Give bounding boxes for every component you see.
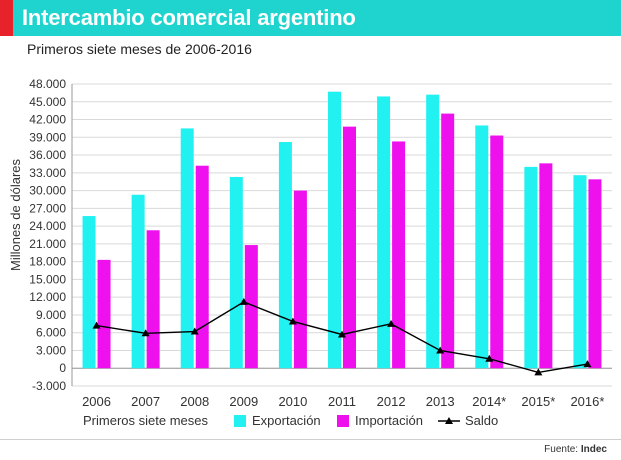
y-tick-label: 48.000 bbox=[29, 77, 66, 91]
bar-exportacion bbox=[475, 125, 489, 369]
bar-exportacion bbox=[426, 94, 440, 369]
bar-importacion bbox=[195, 165, 209, 369]
x-tick-label: 2013 bbox=[426, 394, 455, 409]
x-tick-label: 2009 bbox=[229, 394, 258, 409]
bar-importacion bbox=[244, 245, 258, 369]
y-tick-label: 39.000 bbox=[29, 130, 66, 144]
legend-saldo-line-icon bbox=[438, 416, 460, 424]
saldo-marker bbox=[141, 329, 150, 337]
saldo-marker bbox=[288, 317, 297, 325]
y-tick-label: 15.000 bbox=[29, 272, 66, 286]
legend-label-exportacion: Exportación bbox=[252, 413, 321, 428]
bar-exportacion bbox=[328, 91, 341, 369]
saldo-marker bbox=[583, 360, 592, 368]
bar-exportacion bbox=[131, 194, 145, 369]
bar-importacion bbox=[392, 141, 406, 369]
bar-exportacion bbox=[229, 176, 243, 369]
bar-exportacion bbox=[180, 128, 194, 369]
y-tick-label: 27.000 bbox=[29, 201, 66, 215]
y-tick-label: 30.000 bbox=[29, 184, 66, 198]
saldo-marker bbox=[387, 319, 396, 327]
brand-marker bbox=[0, 0, 13, 36]
legend: Primeros siete meses Exportación Importa… bbox=[0, 413, 621, 435]
bar-importacion bbox=[146, 230, 160, 369]
bar-exportacion bbox=[524, 166, 538, 369]
source-prefix: Fuente: bbox=[544, 444, 581, 455]
saldo-marker bbox=[436, 346, 445, 354]
x-tick-label: 2015* bbox=[521, 394, 555, 409]
chart-title: Intercambio comercial argentino bbox=[22, 5, 356, 30]
legend-label-importacion: Importación bbox=[355, 413, 423, 428]
y-tick-label: 24.000 bbox=[29, 219, 66, 233]
bar-exportacion bbox=[377, 96, 391, 369]
bar-exportacion bbox=[573, 175, 587, 369]
source-note: Fuente: Indec bbox=[544, 444, 607, 455]
legend-item-exportacion: Exportación bbox=[234, 413, 321, 428]
y-tick-label: 12.000 bbox=[29, 290, 66, 304]
y-tick-label: 36.000 bbox=[29, 148, 66, 162]
header-bar: Intercambio comercial argentino bbox=[0, 0, 621, 36]
saldo-marker bbox=[338, 330, 346, 338]
x-tick-label: 2007 bbox=[131, 394, 160, 409]
bar-importacion bbox=[441, 113, 455, 369]
y-tick-label: 21.000 bbox=[29, 237, 66, 251]
saldo-marker bbox=[534, 368, 543, 376]
legend-swatch-importacion bbox=[337, 414, 349, 427]
bar-importacion bbox=[490, 135, 504, 369]
footer-divider bbox=[0, 439, 621, 440]
legend-label-saldo: Saldo bbox=[465, 413, 499, 428]
y-tick-label: 6.000 bbox=[36, 326, 66, 340]
saldo-marker bbox=[485, 354, 494, 362]
y-axis-title: Millones de dólares bbox=[8, 159, 23, 272]
source-name: Indec bbox=[580, 444, 607, 455]
x-tick-label: 2014* bbox=[472, 394, 506, 409]
bar-exportacion bbox=[278, 142, 292, 369]
x-tick-label: 2011 bbox=[328, 394, 356, 409]
x-tick-label: 2012 bbox=[377, 394, 406, 409]
x-tick-label: 2016* bbox=[570, 394, 604, 409]
x-tick-label: 2006 bbox=[82, 394, 111, 409]
saldo-marker bbox=[92, 321, 101, 329]
y-tick-label: 18.000 bbox=[29, 255, 66, 269]
legend-period-label: Primeros siete meses bbox=[83, 413, 208, 428]
legend-swatch-exportacion bbox=[234, 414, 246, 427]
bar-importacion bbox=[293, 190, 307, 369]
y-tick-label: 42.000 bbox=[29, 113, 66, 127]
y-tick-label: 0 bbox=[59, 361, 66, 375]
y-tick-label: 3.000 bbox=[36, 343, 66, 357]
chart-subtitle: Primeros siete meses de 2006-2016 bbox=[27, 41, 252, 57]
y-tick-label: -3.000 bbox=[32, 379, 66, 393]
x-tick-label: 2010 bbox=[278, 394, 307, 409]
legend-item-importacion: Importación bbox=[337, 413, 423, 428]
y-tick-label: 33.000 bbox=[29, 166, 66, 180]
bar-importacion bbox=[588, 179, 602, 369]
y-tick-label: 9.000 bbox=[36, 308, 66, 322]
x-tick-label: 2008 bbox=[180, 394, 209, 409]
saldo-marker bbox=[239, 297, 248, 305]
bar-importacion bbox=[97, 259, 111, 369]
bar-importacion bbox=[343, 126, 356, 369]
bar-importacion bbox=[539, 163, 553, 369]
y-tick-label: 45.000 bbox=[29, 95, 66, 109]
bar-line-chart: -3.000 0 3.000 6.000 9.000 12.000 15.000 18.000… bbox=[8, 77, 612, 409]
legend-item-saldo: Saldo bbox=[437, 413, 498, 428]
saldo-marker bbox=[190, 327, 199, 335]
bar-exportacion bbox=[82, 216, 96, 369]
